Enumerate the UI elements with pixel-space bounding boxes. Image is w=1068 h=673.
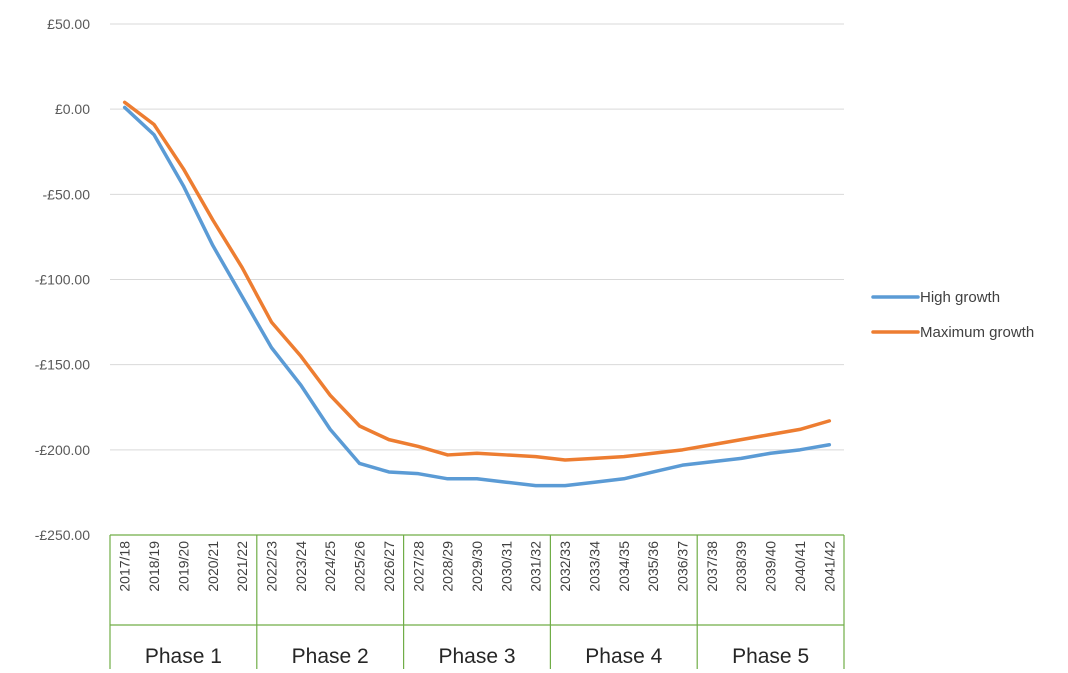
data-point bbox=[416, 471, 421, 476]
x-tick-label: 2034/35 bbox=[616, 541, 632, 592]
data-point bbox=[651, 469, 656, 474]
data-point bbox=[680, 447, 685, 452]
data-point bbox=[709, 442, 714, 447]
y-tick-label: -£150.00 bbox=[35, 357, 90, 373]
data-point bbox=[533, 454, 538, 459]
y-tick-label: -£250.00 bbox=[35, 527, 90, 543]
data-point bbox=[563, 458, 568, 463]
data-point bbox=[739, 437, 744, 442]
data-point bbox=[152, 132, 157, 137]
x-axis-tick-labels: 2017/18 2018/19 2019/20 2020/21 2021/22 2022/… bbox=[117, 541, 838, 592]
data-point bbox=[827, 418, 832, 423]
y-tick-label: -£100.00 bbox=[35, 272, 90, 288]
series-line-high-growth bbox=[122, 105, 832, 488]
series-line-maximum-growth bbox=[122, 100, 832, 462]
data-point bbox=[739, 456, 744, 461]
data-point bbox=[357, 461, 362, 466]
x-tick-label: 2032/33 bbox=[557, 541, 573, 592]
data-point bbox=[357, 423, 362, 428]
data-point bbox=[621, 476, 626, 481]
x-tick-label: 2020/21 bbox=[205, 541, 221, 592]
x-tick-label: 2027/28 bbox=[410, 541, 426, 592]
data-point bbox=[621, 454, 626, 459]
data-point bbox=[122, 100, 127, 105]
data-point bbox=[445, 452, 450, 457]
data-point bbox=[533, 483, 538, 488]
x-tick-label: 2017/18 bbox=[117, 541, 133, 592]
phase-label: Phase 1 bbox=[145, 645, 222, 668]
data-point bbox=[827, 442, 832, 447]
gridlines bbox=[110, 23, 844, 451]
data-point bbox=[504, 480, 509, 485]
data-point bbox=[240, 265, 245, 270]
data-point bbox=[152, 122, 157, 127]
data-point bbox=[592, 480, 597, 485]
data-point bbox=[210, 243, 215, 248]
y-tick-label: -£50.00 bbox=[43, 186, 91, 202]
data-point bbox=[445, 476, 450, 481]
phase-label: Phase 5 bbox=[732, 645, 809, 668]
y-axis-tick-labels: £50.00 £0.00 -£50.00 -£100.00 -£150.00 -£200.… bbox=[35, 16, 90, 543]
data-point bbox=[504, 452, 509, 457]
x-tick-label: 2035/36 bbox=[645, 541, 661, 592]
data-point bbox=[768, 432, 773, 437]
phase-grouping: Phase 1 Phase 2 Phase 3 Phase 4 Phase 5 bbox=[109, 534, 845, 669]
data-point bbox=[240, 294, 245, 299]
data-point bbox=[328, 393, 333, 398]
series-lines bbox=[122, 100, 832, 488]
data-point bbox=[328, 427, 333, 432]
x-tick-label: 2039/40 bbox=[763, 541, 779, 592]
x-tick-label: 2037/38 bbox=[704, 541, 720, 592]
data-point bbox=[210, 217, 215, 222]
y-tick-label: £50.00 bbox=[47, 16, 90, 32]
data-point bbox=[680, 463, 685, 468]
data-point bbox=[797, 447, 802, 452]
data-point bbox=[269, 345, 274, 350]
data-point bbox=[651, 451, 656, 456]
data-point bbox=[269, 320, 274, 325]
data-point bbox=[709, 459, 714, 464]
x-tick-label: 2021/22 bbox=[234, 541, 250, 592]
x-tick-label: 2040/41 bbox=[792, 541, 808, 592]
data-point bbox=[475, 451, 480, 456]
x-tick-label: 2031/32 bbox=[528, 541, 544, 592]
x-tick-label: 2038/39 bbox=[733, 541, 749, 592]
data-point bbox=[563, 483, 568, 488]
x-tick-label: 2018/19 bbox=[146, 541, 162, 592]
x-tick-label: 2033/34 bbox=[586, 541, 602, 592]
data-point bbox=[475, 476, 480, 481]
x-tick-label: 2025/26 bbox=[352, 541, 368, 592]
x-tick-label: 2022/23 bbox=[263, 541, 279, 592]
legend-label: Maximum growth bbox=[920, 324, 1034, 341]
x-tick-label: 2026/27 bbox=[381, 541, 397, 592]
phase-label: Phase 2 bbox=[292, 645, 369, 668]
x-tick-label: 2029/30 bbox=[469, 541, 485, 592]
data-point bbox=[181, 183, 186, 188]
legend: High growth Maximum growth bbox=[871, 289, 1034, 341]
data-point bbox=[386, 437, 391, 442]
data-point bbox=[592, 456, 597, 461]
x-tick-label: 2036/37 bbox=[675, 541, 691, 592]
y-tick-label: £0.00 bbox=[55, 101, 90, 117]
legend-label: High growth bbox=[920, 289, 1000, 306]
y-tick-label: -£200.00 bbox=[35, 442, 90, 458]
data-point bbox=[797, 427, 802, 432]
x-tick-label: 2041/42 bbox=[821, 541, 837, 592]
data-point bbox=[416, 444, 421, 449]
x-tick-label: 2019/20 bbox=[175, 541, 191, 592]
data-point bbox=[298, 383, 303, 388]
x-tick-label: 2023/24 bbox=[293, 541, 309, 592]
data-point bbox=[768, 451, 773, 456]
x-tick-label: 2028/29 bbox=[440, 541, 456, 592]
phase-label: Phase 4 bbox=[585, 645, 662, 668]
data-point bbox=[181, 166, 186, 171]
x-tick-label: 2024/25 bbox=[322, 541, 338, 592]
data-point bbox=[298, 354, 303, 359]
phase-label: Phase 3 bbox=[438, 645, 515, 668]
data-point bbox=[386, 469, 391, 474]
x-tick-label: 2030/31 bbox=[498, 541, 514, 592]
